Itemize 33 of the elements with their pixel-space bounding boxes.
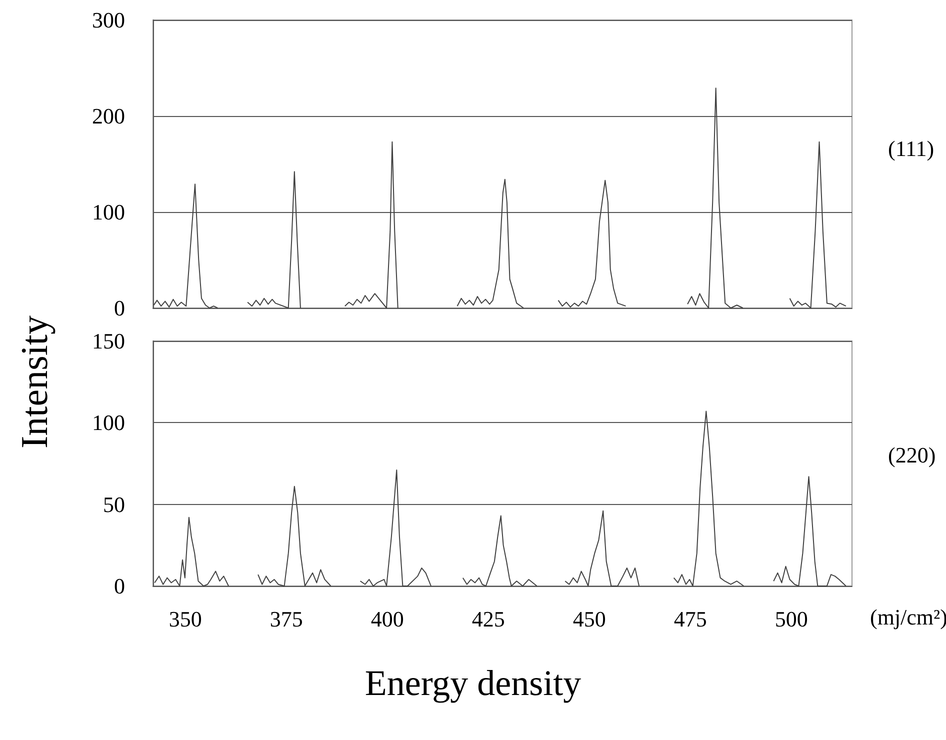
x-tick-label: 425 [472,606,505,632]
x-tick-label: 500 [774,606,808,632]
line-series [153,184,218,308]
x-tick-label: 475 [674,606,707,632]
text: (111) [888,136,934,162]
x-axis-title: Energy density [364,662,582,704]
line-series [773,476,846,586]
y-tick-label: 200 [92,104,125,128]
line-series [673,410,744,586]
line-series [344,141,398,308]
y-axis-title: Intensity [13,314,57,450]
line-series [360,470,432,586]
x-tick-label: 450 [572,606,606,632]
text: (220) [888,442,936,468]
x-tick-label: 400 [370,606,404,632]
y-tick-label: 0 [114,296,125,320]
x-tick-label: 350 [168,606,202,632]
line-series [687,88,744,308]
y-tick-label: 300 [92,8,125,32]
line-series [462,515,538,586]
y-tick-label: 150 [92,328,125,354]
x-tick-label: 375 [270,606,303,632]
line-series [564,510,640,586]
y-tick-label: 0 [114,574,125,598]
line-series [558,180,626,308]
y-tick-label: 50 [103,492,125,517]
line-series [154,516,230,586]
line-series [258,486,332,586]
line-series [789,141,846,308]
y-tick-label: 100 [92,200,125,224]
line-series [247,171,301,308]
y-tick-label: 100 [92,410,125,436]
line-series [456,178,524,308]
